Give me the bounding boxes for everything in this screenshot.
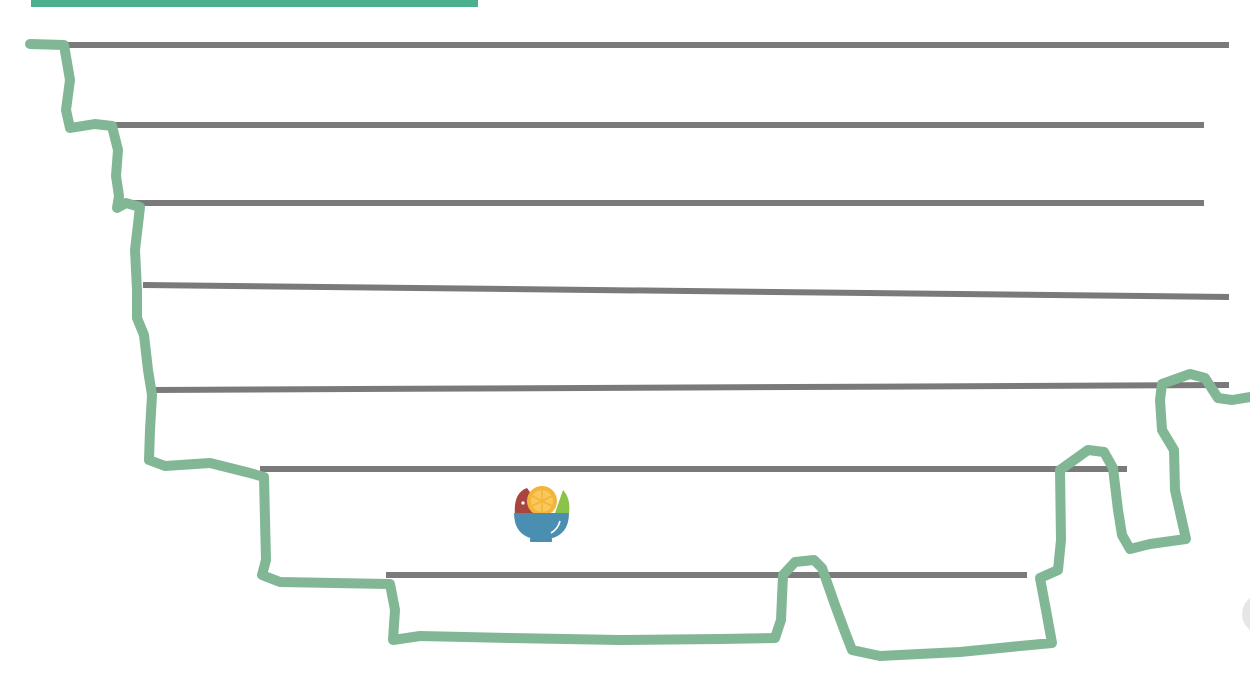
platform-line — [142, 282, 1230, 300]
platform-lines — [60, 42, 1230, 578]
terrain-outline — [25, 39, 1250, 661]
side-round-button[interactable] — [1242, 594, 1250, 634]
lemon-slice-icon — [527, 486, 557, 516]
lime-slice-icon — [555, 490, 570, 513]
fruit-bowl-icon[interactable] — [514, 486, 570, 542]
bowl-icon — [514, 513, 569, 539]
level-progress-bar — [31, 0, 478, 7]
platform-line — [151, 382, 1230, 393]
